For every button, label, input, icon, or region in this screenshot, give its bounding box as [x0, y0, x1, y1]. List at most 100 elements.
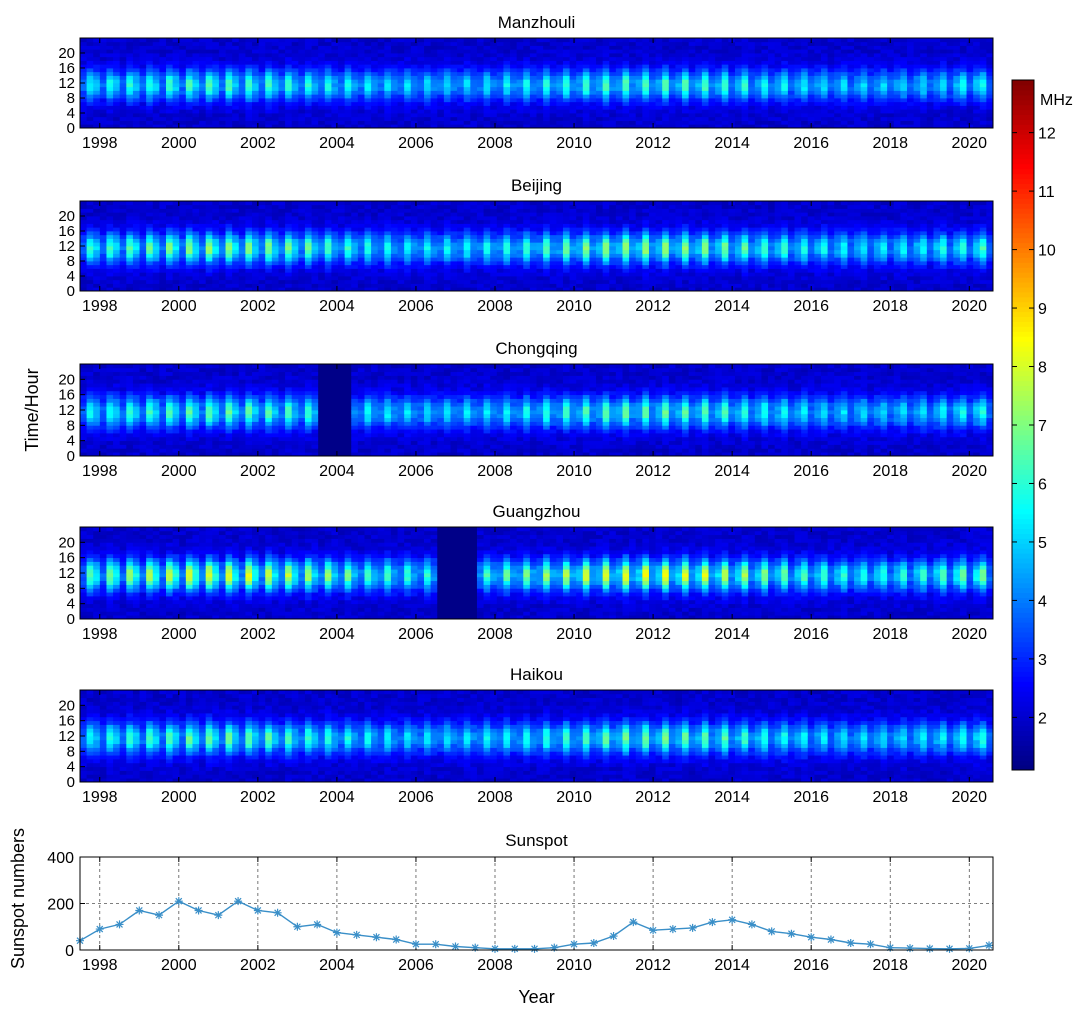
- x-tick-label: 2008: [477, 626, 513, 643]
- x-tick-label: 2000: [161, 789, 197, 806]
- sunspot-point: [787, 929, 796, 938]
- x-tick-label: 2020: [951, 789, 987, 806]
- y-tick-label: 20: [58, 534, 75, 551]
- y-tick-label: 0: [67, 283, 75, 300]
- x-tick-label: 2006: [398, 957, 434, 974]
- x-tick-label: 2004: [319, 957, 355, 974]
- sunspot-point: [135, 906, 144, 915]
- x-tick-label: 2004: [319, 626, 355, 643]
- colorbar: MHz 2 3 4 5 6 7 8 9 10 11 12: [1011, 79, 1073, 771]
- sunspot-point: [688, 923, 697, 932]
- x-tick-label: 2000: [161, 957, 197, 974]
- y-tick-label: 16: [58, 713, 75, 730]
- x-axis-label: Year: [518, 987, 554, 1007]
- y-tick-label: 400: [47, 850, 74, 867]
- x-tick-label: 2006: [398, 463, 434, 480]
- sunspot-point: [925, 944, 934, 953]
- x-tick-label: 2012: [635, 463, 671, 480]
- x-tick-label: 2006: [398, 789, 434, 806]
- y-tick-label: 4: [67, 105, 75, 122]
- x-tick-label: 2010: [556, 626, 592, 643]
- sunspot-point: [313, 920, 322, 929]
- sunspot-point: [886, 943, 895, 952]
- colorbar-unit-label: MHz: [1040, 92, 1073, 109]
- colorbar-tick-label: 6: [1038, 476, 1047, 493]
- sunspot-point: [530, 944, 539, 953]
- sunspot-panel: Sunspot 0 200 400 1998 2000 2002 2004 2006 2008 20…: [8, 828, 994, 1007]
- x-tick-label: 2000: [161, 626, 197, 643]
- y-tick-label: 20: [58, 697, 75, 714]
- x-tick-label: 2018: [872, 626, 908, 643]
- sunspot-point: [807, 933, 816, 942]
- x-tick-label: 2010: [556, 789, 592, 806]
- x-tick-label: 2008: [477, 957, 513, 974]
- sunspot-point: [668, 925, 677, 934]
- colorbar-tick-label: 2: [1038, 710, 1047, 727]
- sunspot-point: [846, 939, 855, 948]
- colorbar-tick-label: 7: [1038, 418, 1047, 435]
- sunspot-point: [629, 918, 638, 927]
- x-tick-label: 2002: [240, 789, 276, 806]
- sunspot-point: [234, 897, 243, 906]
- y-tick-label: 4: [67, 433, 75, 450]
- heatmap-cells: [80, 527, 994, 620]
- y-tick-label: 16: [58, 387, 75, 404]
- panel-title: Guangzhou: [493, 502, 581, 521]
- x-tick-label: 2020: [951, 463, 987, 480]
- x-tick-label: 2012: [635, 789, 671, 806]
- x-tick-label: 2002: [240, 957, 276, 974]
- y-tick-label: 0: [67, 774, 75, 791]
- y-tick-label: 8: [67, 253, 75, 270]
- x-tick-label: 2008: [477, 135, 513, 152]
- y-tick-label: 0: [65, 943, 74, 960]
- y-tick-label: 8: [67, 743, 75, 760]
- sunspot-point: [767, 927, 776, 936]
- x-tick-label: 2018: [872, 789, 908, 806]
- y-tick-label: 12: [58, 238, 75, 255]
- x-tick-label: 2002: [240, 298, 276, 315]
- sunspot-point: [95, 925, 104, 934]
- colorbar-tick-label: 11: [1038, 184, 1055, 201]
- colorbar-tick-label: 3: [1038, 652, 1047, 669]
- x-tick-label: 1998: [82, 298, 118, 315]
- x-tick-label: 2004: [319, 789, 355, 806]
- colorbar-tick-label: 5: [1038, 535, 1047, 552]
- colorbar-tick-label: 12: [1038, 126, 1056, 143]
- x-tick-label: 2012: [635, 957, 671, 974]
- y-tick-label: 16: [58, 550, 75, 567]
- sunspot-point: [728, 915, 737, 924]
- x-tick-label: 2012: [635, 626, 671, 643]
- colorbar-tick-label: 9: [1038, 301, 1047, 318]
- x-tick-label: 2020: [951, 626, 987, 643]
- x-tick-label: 2018: [872, 957, 908, 974]
- sunspot-point: [965, 944, 974, 953]
- x-tick-label: 2004: [319, 135, 355, 152]
- x-tick-label: 1998: [82, 463, 118, 480]
- panel-frame: [79, 856, 994, 951]
- y-tick-label: 16: [58, 223, 75, 240]
- x-tick-label: 2008: [477, 789, 513, 806]
- y-tick-label: 20: [58, 45, 75, 62]
- x-tick-label: 2016: [793, 957, 829, 974]
- x-tick-label: 2008: [477, 298, 513, 315]
- colorbar-tick-label: 4: [1038, 593, 1047, 610]
- sunspot-point: [155, 911, 164, 920]
- sunspot-point: [194, 906, 203, 915]
- x-tick-label: 2004: [319, 463, 355, 480]
- x-tick-label: 2014: [714, 298, 750, 315]
- sunspot-point: [293, 922, 302, 931]
- sunspot-point: [570, 940, 579, 949]
- y-tick-label: 8: [67, 90, 75, 107]
- panel-title: Chongqing: [495, 339, 577, 358]
- sunspot-point: [550, 943, 559, 952]
- sunspot-point: [866, 940, 875, 949]
- y-tick-label: 0: [67, 120, 75, 137]
- y-tick-label: 12: [58, 402, 75, 419]
- y-tick-label: 16: [58, 60, 75, 77]
- y-tick-label: 12: [58, 75, 75, 92]
- colorbar-ticks: 2 3 4 5 6 7 8 9 10 11 12: [1012, 126, 1056, 727]
- x-tick-label: 2018: [872, 135, 908, 152]
- x-tick-label: 1998: [82, 789, 118, 806]
